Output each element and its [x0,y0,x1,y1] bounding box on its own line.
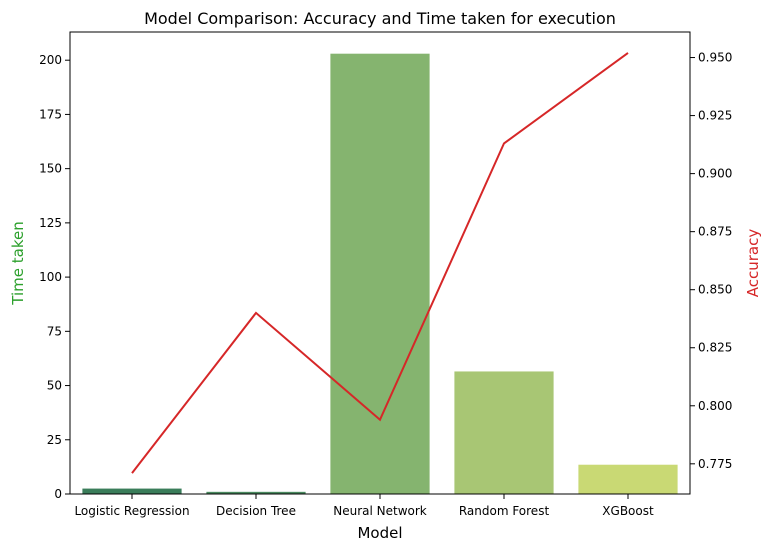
right-tick-label-0: 0.775 [698,457,732,471]
accuracy-line [131,52,629,474]
left-tick-label-3: 75 [47,324,62,338]
right-tick-label-3: 0.850 [698,283,732,297]
right-tick-label-4: 0.875 [698,225,732,239]
right-axis: 0.775 0.800 0.825 0.850 0.875 0.900 0.925 0.950 [690,51,732,471]
left-tick-label-0: 0 [54,487,62,501]
right-axis-label: Accuracy [744,229,762,298]
bar-1 [206,491,306,494]
x-tick-label-0: Logistic Regression [74,504,189,518]
x-tick-label-2: Neural Network [333,504,427,518]
left-tick-label-4: 100 [39,270,62,284]
bar-0 [82,488,182,494]
accuracy-line-group [131,52,629,474]
left-tick-label-7: 175 [39,107,62,121]
x-tick-label-1: Decision Tree [216,504,296,518]
chart-title: Model Comparison: Accuracy and Time take… [144,9,616,28]
bars-group [82,53,678,495]
x-axis: Logistic Regression Decision Tree Neural N… [74,494,654,518]
right-tick-label-2: 0.825 [698,341,732,355]
left-axis: 0 25 50 75 100 125 150 175 200 [39,53,70,501]
left-tick-label-6: 150 [39,162,62,176]
x-tick-label-4: XGBoost [602,504,654,518]
bar-2 [330,53,430,495]
right-tick-label-7: 0.950 [698,51,732,65]
left-tick-label-1: 25 [47,433,62,447]
x-tick-label-3: Random Forest [459,504,550,518]
left-tick-label-5: 125 [39,216,62,230]
bar-4 [578,464,678,494]
bar-3 [454,371,554,494]
right-tick-label-5: 0.900 [698,167,732,181]
left-tick-label-2: 50 [47,379,62,393]
right-tick-label-6: 0.925 [698,109,732,123]
left-axis-label: Time taken [9,221,27,305]
left-tick-label-8: 200 [39,53,62,67]
x-axis-label: Model [357,524,402,542]
right-tick-label-1: 0.800 [698,399,732,413]
